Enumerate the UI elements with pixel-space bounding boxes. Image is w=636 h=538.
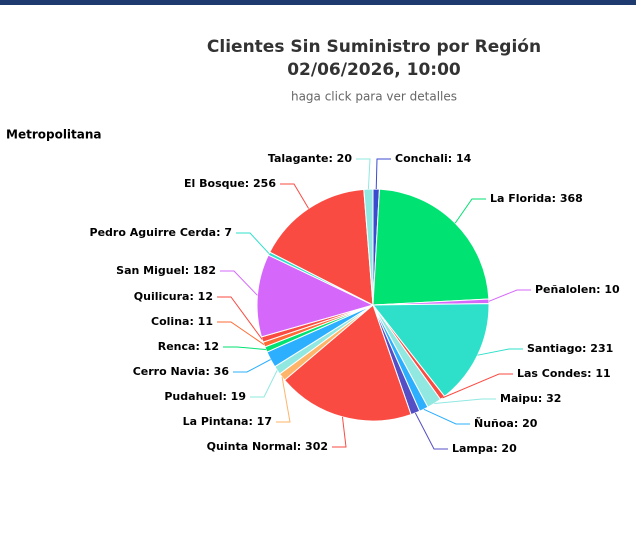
connector <box>442 373 513 399</box>
region-label: Metropolitana <box>6 128 102 142</box>
connector <box>454 198 486 224</box>
chart-subtitle: haga click para ver detalles <box>291 90 457 104</box>
connector <box>423 408 470 425</box>
chart-date: 02/06/2026, 10:00 <box>287 60 461 80</box>
data-label: Lampa: 20 <box>452 442 517 455</box>
connector <box>477 348 523 356</box>
connector <box>217 296 263 340</box>
pie-slice <box>372 188 490 306</box>
connector <box>223 346 266 350</box>
data-label: San Miguel: 182 <box>116 264 216 277</box>
top-bar <box>0 0 636 5</box>
data-label: La Florida: 368 <box>490 192 583 205</box>
connector <box>414 412 448 450</box>
data-label: Conchali: 14 <box>395 152 472 165</box>
connector <box>434 398 496 404</box>
data-label: Pedro Aguirre Cerda: 7 <box>90 226 232 239</box>
connector <box>332 416 347 448</box>
data-label: Colina: 11 <box>151 315 213 328</box>
connector <box>488 289 531 302</box>
data-label: Renca: 12 <box>158 340 219 353</box>
pie-slice <box>283 304 412 422</box>
connector <box>375 158 391 190</box>
data-label: El Bosque: 256 <box>184 177 276 190</box>
connector <box>217 321 265 345</box>
data-label: Quinta Normal: 302 <box>207 440 328 453</box>
data-label: Las Condes: 11 <box>517 367 611 380</box>
connector <box>233 359 271 373</box>
data-label: Ñuñoa: 20 <box>474 417 538 430</box>
chart-title: Clientes Sin Suministro por Región <box>207 37 541 57</box>
connector <box>276 376 291 423</box>
connector <box>220 270 258 296</box>
data-label: Santiago: 231 <box>527 342 613 355</box>
connector <box>250 370 278 398</box>
data-label: La Pintana: 17 <box>183 415 272 428</box>
connector <box>236 232 270 254</box>
pie-slice <box>371 303 490 398</box>
data-label: Cerro Navia: 36 <box>133 365 230 378</box>
data-label: Talagante: 20 <box>268 152 352 165</box>
data-label: Maipu: 32 <box>500 392 561 405</box>
data-label: Quilicura: 12 <box>134 290 213 303</box>
pie-slice <box>269 188 374 306</box>
data-label: Pudahuel: 19 <box>164 390 246 403</box>
connector <box>280 183 310 209</box>
data-label: Peñalolen: 10 <box>535 283 620 296</box>
pie-slice <box>363 188 374 306</box>
connector <box>356 158 371 190</box>
